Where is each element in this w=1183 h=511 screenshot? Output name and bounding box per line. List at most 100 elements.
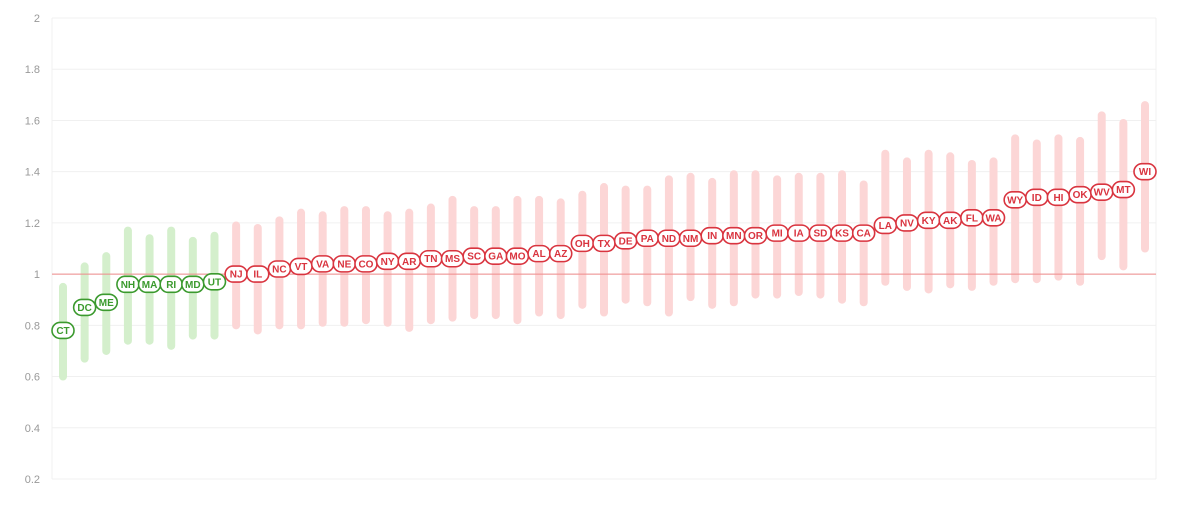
- point-label: NE: [337, 259, 351, 270]
- point-label: MI: [772, 229, 783, 240]
- point-label: DE: [619, 236, 633, 247]
- point-label: GA: [488, 252, 503, 263]
- point-me[interactable]: ME: [94, 293, 119, 312]
- point-label: TN: [424, 254, 437, 265]
- point-vt[interactable]: VT: [289, 257, 313, 276]
- point-tx[interactable]: TX: [592, 234, 616, 253]
- point-label: UT: [208, 277, 221, 288]
- point-ar[interactable]: AR: [397, 252, 422, 271]
- point-tn[interactable]: TN: [419, 249, 443, 268]
- point-ut[interactable]: UT: [202, 272, 227, 291]
- point-label: WI: [1139, 167, 1151, 178]
- y-tick-label: 1: [34, 269, 40, 281]
- point-label: MS: [445, 254, 460, 265]
- point-ne[interactable]: NE: [332, 255, 357, 273]
- point-label: NJ: [230, 270, 243, 281]
- point-label: MN: [726, 231, 742, 242]
- point-nd[interactable]: ND: [657, 229, 681, 248]
- point-sd[interactable]: SD: [808, 224, 833, 242]
- point-mn[interactable]: MN: [722, 226, 746, 245]
- point-marker: [981, 208, 1006, 227]
- point-ok[interactable]: OK: [1068, 185, 1092, 204]
- point-label: KY: [922, 216, 936, 227]
- point-label: CT: [56, 326, 69, 337]
- point-wi[interactable]: WI: [1133, 162, 1157, 181]
- point-mt[interactable]: MT: [1111, 180, 1136, 199]
- point-il[interactable]: IL: [245, 265, 270, 283]
- point-label: LA: [879, 221, 892, 232]
- point-ri[interactable]: RI: [159, 275, 183, 294]
- point-hi[interactable]: HI: [1046, 188, 1071, 207]
- point-wv[interactable]: WV: [1089, 183, 1114, 201]
- point-label: NC: [272, 264, 286, 275]
- point-in[interactable]: IN: [700, 226, 725, 245]
- point-marker: [94, 293, 119, 312]
- point-label: WV: [1094, 188, 1110, 199]
- point-md[interactable]: MD: [181, 275, 205, 294]
- point-ca[interactable]: CA: [851, 224, 876, 242]
- point-label: VA: [316, 259, 329, 270]
- y-tick-label: 1.2: [25, 218, 40, 230]
- y-tick-label: 0.8: [25, 320, 40, 332]
- point-label: AZ: [554, 249, 567, 260]
- point-label: OK: [1073, 190, 1089, 201]
- point-label: AL: [532, 249, 545, 260]
- point-label: MA: [142, 280, 158, 291]
- point-or[interactable]: OR: [743, 226, 768, 245]
- point-nj[interactable]: NJ: [224, 265, 248, 283]
- point-pa[interactable]: PA: [635, 229, 660, 248]
- point-co[interactable]: CO: [354, 255, 378, 273]
- point-nv[interactable]: NV: [895, 214, 919, 232]
- point-label: KS: [835, 229, 849, 240]
- point-label: CO: [358, 259, 373, 270]
- point-va[interactable]: VA: [310, 255, 335, 273]
- y-tick-label: 0.4: [25, 423, 40, 435]
- point-wa[interactable]: WA: [981, 208, 1006, 227]
- point-la[interactable]: LA: [873, 216, 898, 235]
- point-marker: [851, 224, 876, 242]
- point-ma[interactable]: MA: [137, 275, 162, 294]
- point-al[interactable]: AL: [527, 244, 551, 263]
- point-label: OH: [575, 239, 590, 250]
- point-fl[interactable]: FL: [960, 208, 984, 227]
- point-label: PA: [641, 234, 654, 245]
- point-label: NH: [121, 280, 135, 291]
- point-ky[interactable]: KY: [916, 211, 941, 230]
- point-label: CA: [856, 229, 870, 240]
- point-ga[interactable]: GA: [483, 247, 508, 265]
- point-wy[interactable]: WY: [1003, 191, 1027, 209]
- point-label: NY: [381, 257, 395, 268]
- point-nh[interactable]: NH: [116, 275, 140, 294]
- point-oh[interactable]: OH: [570, 234, 595, 253]
- point-ms[interactable]: MS: [440, 249, 465, 268]
- point-marker: [1133, 162, 1157, 181]
- point-ak[interactable]: AK: [938, 211, 963, 230]
- point-label: WA: [985, 213, 1001, 224]
- point-ct[interactable]: CT: [51, 321, 75, 340]
- point-id[interactable]: ID: [1025, 188, 1049, 207]
- point-ia[interactable]: IA: [786, 224, 811, 242]
- point-label: MD: [185, 280, 201, 291]
- point-label: DC: [77, 303, 91, 314]
- point-ny[interactable]: NY: [375, 252, 400, 271]
- point-dc[interactable]: DC: [72, 298, 97, 317]
- point-sc[interactable]: SC: [462, 247, 486, 265]
- point-marker: [1111, 180, 1136, 199]
- point-nm[interactable]: NM: [678, 229, 703, 248]
- point-label: ND: [662, 234, 676, 245]
- point-marker: [245, 265, 270, 283]
- point-nc[interactable]: NC: [267, 260, 292, 278]
- point-de[interactable]: DE: [613, 232, 638, 250]
- y-tick-label: 1.4: [25, 167, 40, 179]
- point-mi[interactable]: MI: [765, 224, 789, 242]
- y-tick-label: 1.8: [25, 64, 40, 76]
- point-label: IN: [707, 231, 717, 242]
- point-label: ME: [99, 298, 114, 309]
- point-label: IL: [253, 270, 262, 281]
- point-mo[interactable]: MO: [505, 247, 530, 265]
- point-az[interactable]: AZ: [548, 244, 573, 263]
- point-label: ID: [1032, 193, 1042, 204]
- point-label: MT: [1116, 185, 1130, 196]
- point-ks[interactable]: KS: [830, 224, 854, 242]
